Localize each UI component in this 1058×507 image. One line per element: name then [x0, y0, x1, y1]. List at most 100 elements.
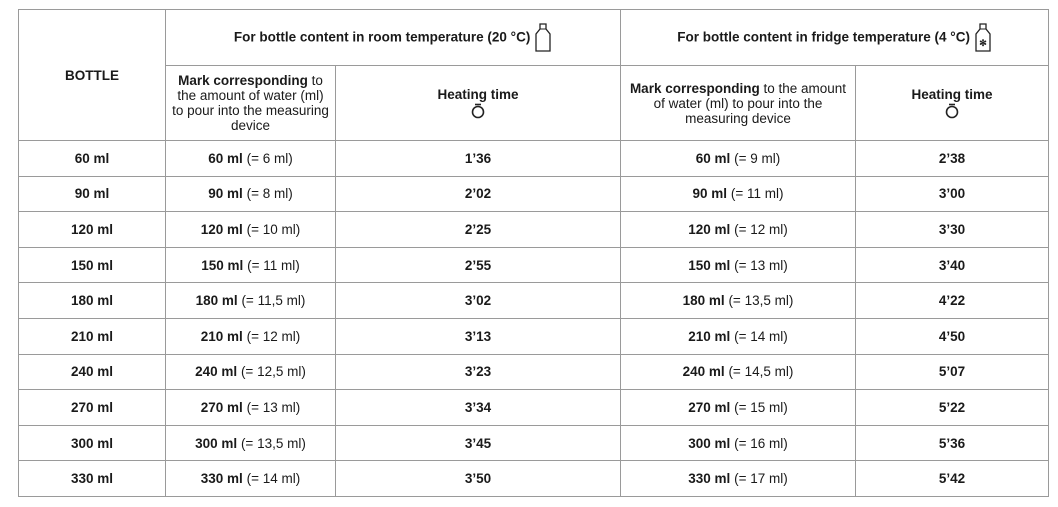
data-row: 120 ml 120 ml (= 10 ml) 2’25 120 ml (= 12 m… [18, 211, 1049, 248]
mark-value: 150 ml [201, 257, 244, 273]
sub-header: Mark corresponding to the amount of wate… [620, 65, 856, 141]
mark-cell: 210 ml (= 12 ml) [165, 317, 336, 355]
mark-value: 150 ml [688, 257, 731, 273]
heating-time: 3’23 [464, 364, 492, 380]
bottle-cell: 270 ml [18, 389, 166, 426]
mark-cell: 330 ml (= 17 ml) [620, 460, 856, 497]
bottle-cell: 300 ml [18, 424, 166, 462]
heating-time: 1’36 [464, 150, 492, 166]
timer-icon [471, 103, 485, 119]
data-row: 330 ml 330 ml (= 14 ml) 3’50 330 ml (= 17 m… [18, 460, 1049, 497]
mark-value: 330 ml [688, 471, 731, 487]
heating-time: 4’50 [938, 328, 966, 344]
mark-value: 330 ml [200, 471, 243, 487]
data-row: 90 ml 90 ml (= 8 ml) 2’02 90 ml (= 11 ml) 3’… [18, 175, 1049, 213]
data-row: 270 ml 270 ml (= 13 ml) 3’34 270 ml (= 15 m… [18, 389, 1049, 426]
water-amount: (= 11 ml) [730, 186, 784, 202]
heating-time: 5’07 [938, 364, 966, 380]
sub-header-bold: Mark corresponding [629, 80, 760, 96]
bottle-cell: 120 ml [18, 211, 166, 248]
time-cell: 2’25 [335, 211, 621, 248]
time-cell: 3’40 [855, 246, 1049, 284]
mark-value: 60 ml [208, 150, 243, 166]
time-cell: 3’34 [335, 389, 621, 426]
time-cell: 1’36 [335, 140, 621, 177]
group-header-row: BOTTLE For bottle content in room tempera… [18, 9, 1049, 141]
bottle-cell: 180 ml [18, 282, 166, 319]
mark-value: 240 ml [195, 364, 238, 380]
heating-time: 3’50 [464, 471, 492, 487]
time-cell: 3’23 [335, 353, 621, 391]
mark-cell: 90 ml (= 8 ml) [165, 175, 336, 213]
bottle-icon: ✻ [975, 22, 991, 52]
bottle-size: 270 ml [70, 399, 114, 415]
mark-value: 210 ml [688, 328, 731, 344]
sub-header-bold: Mark corresponding [178, 73, 308, 88]
water-amount: (= 11 ml) [247, 257, 300, 273]
time-cell: 2’02 [335, 175, 621, 213]
heating-time: 3’34 [464, 399, 492, 415]
mark-cell: 300 ml (= 16 ml) [620, 424, 856, 462]
heating-time: 3’02 [464, 293, 492, 309]
heating-time: 2’25 [464, 221, 492, 237]
water-amount: (= 14 ml) [734, 328, 788, 344]
group-title: For bottle content in fridge temperature… [677, 29, 970, 45]
water-amount: (= 14 ml) [246, 471, 301, 487]
time-cell: 4’22 [855, 282, 1049, 319]
time-cell: 5’36 [855, 424, 1049, 462]
group-title: For bottle content in room temperature (… [233, 29, 531, 45]
mark-cell: 150 ml (= 11 ml) [165, 246, 336, 284]
time-cell: 3’02 [335, 282, 621, 319]
water-amount: (= 17 ml) [734, 471, 788, 487]
heating-time: 2’02 [464, 186, 492, 202]
time-cell: 5’07 [855, 353, 1049, 391]
mark-value: 270 ml [688, 399, 731, 415]
bottle-size: 210 ml [70, 328, 114, 344]
heating-time: 5’22 [938, 399, 966, 415]
bottle-size: 300 ml [70, 435, 114, 451]
water-amount: (= 12 ml) [734, 221, 788, 237]
sub-header-bold: Heating time [437, 87, 519, 103]
data-row: 60 ml 60 ml (= 6 ml) 1’36 60 ml (= 9 ml) 2’3… [18, 140, 1049, 177]
mark-value: 90 ml [208, 186, 243, 202]
bottle-size: 240 ml [70, 364, 114, 380]
time-cell: 4’50 [855, 317, 1049, 355]
heating-time: 5’36 [938, 435, 966, 451]
sub-header: Heating time [855, 65, 1049, 141]
sub-header: Mark corresponding to the amount of wate… [165, 65, 336, 141]
mark-cell: 240 ml (= 12,5 ml) [165, 353, 336, 391]
time-cell: 3’50 [335, 460, 621, 497]
mark-value: 90 ml [692, 186, 728, 202]
mark-cell: 120 ml (= 10 ml) [165, 211, 336, 248]
bottle-size: 330 ml [70, 471, 114, 487]
time-cell: 3’00 [855, 175, 1049, 213]
corner-header: BOTTLE [18, 9, 166, 141]
bottle-cell: 60 ml [18, 140, 166, 177]
bottle-size: 90 ml [74, 186, 110, 202]
water-amount: (= 12,5 ml) [240, 364, 306, 380]
mark-value: 270 ml [200, 399, 243, 415]
water-amount: (= 13 ml) [246, 399, 301, 415]
mark-cell: 120 ml (= 12 ml) [620, 211, 856, 248]
water-amount: (= 11,5 ml) [241, 293, 306, 309]
water-amount: (= 13 ml) [734, 257, 788, 273]
sub-header: Heating time [335, 65, 621, 141]
mark-cell: 330 ml (= 14 ml) [165, 460, 336, 497]
mark-cell: 270 ml (= 15 ml) [620, 389, 856, 426]
bottle-size: 150 ml [70, 257, 114, 273]
time-cell: 3’13 [335, 317, 621, 355]
water-amount: (= 12 ml) [246, 328, 301, 344]
time-cell: 5’42 [855, 460, 1049, 497]
heating-table: BOTTLE For bottle content in room tempera… [18, 9, 1049, 497]
mark-cell: 90 ml (= 11 ml) [620, 175, 856, 213]
bottle-size: 60 ml [74, 150, 110, 166]
bottle-cell: 150 ml [18, 246, 166, 284]
bottle-icon [535, 22, 551, 52]
bottle-cell: 240 ml [18, 353, 166, 391]
heating-time: 3’00 [938, 186, 966, 202]
data-row: 240 ml 240 ml (= 12,5 ml) 3’23 240 ml (= 14… [18, 353, 1049, 391]
time-cell: 3’45 [335, 424, 621, 462]
mark-value: 300 ml [195, 435, 238, 451]
bottle-size: 180 ml [70, 293, 114, 309]
mark-cell: 60 ml (= 6 ml) [165, 140, 336, 177]
